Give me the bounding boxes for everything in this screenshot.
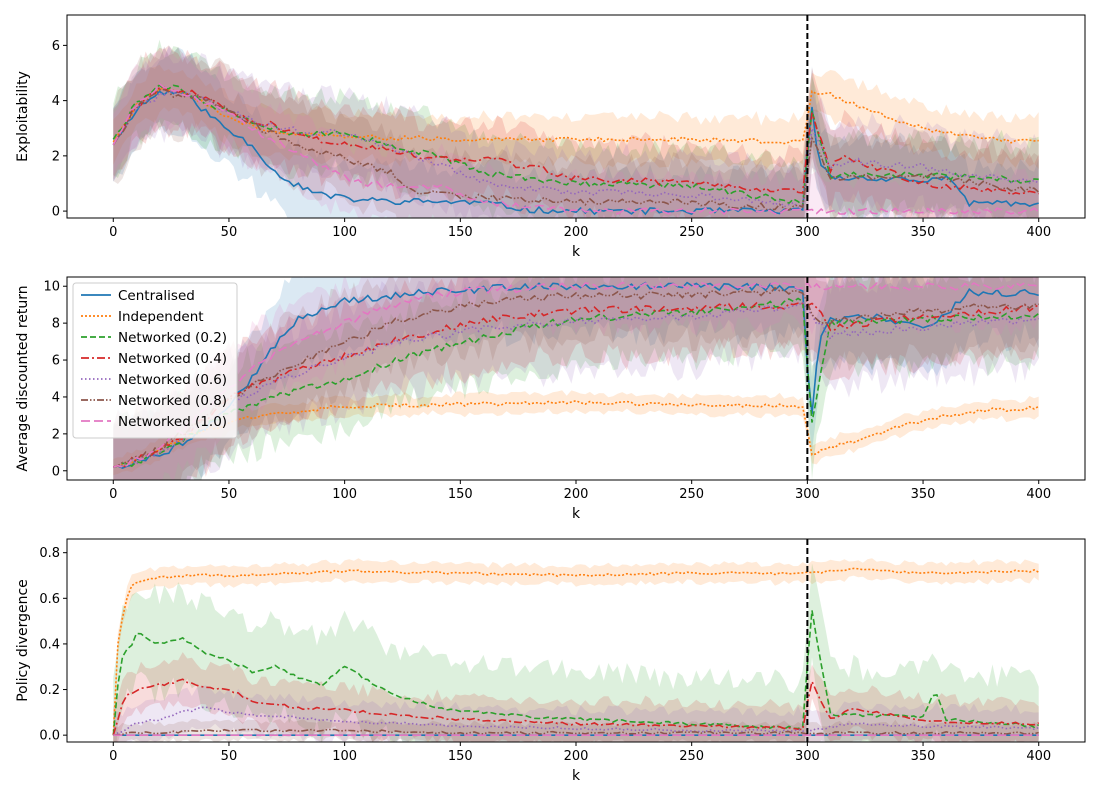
x-tick-label: 300 [795,749,820,764]
legend-label-independent: Independent [118,309,204,325]
plot-area-return [113,277,1040,480]
x-axis-label: k [572,244,581,260]
y-tick-label: 4 [52,390,60,405]
y-axis-label: Average discounted return [15,285,31,471]
y-tick-label: 0 [52,205,60,220]
x-tick-label: 350 [911,487,936,502]
y-tick-label: 0.8 [39,546,60,561]
legend-label-networked-0-4: Networked (0.4) [118,351,227,367]
series-line-networked-1-0 [112,82,1040,216]
band-networked-1-0 [113,277,1039,480]
y-tick-label: 2 [52,427,60,442]
x-tick-label: 200 [564,225,589,240]
x-tick-label: 250 [679,225,704,240]
x-tick-label: 300 [795,487,820,502]
legend: Centralised Independent Networked (0.2) Net… [72,282,238,439]
series-line-independent [113,399,1040,468]
y-axis-label: Policy divergence [15,579,31,702]
series-line-independent [112,87,1039,145]
series-line-networked-0-2 [113,297,1040,468]
y-tick-label: 0.0 [39,729,60,744]
series-line-networked-0-8 [112,88,1040,211]
series-line-networked-0-4 [113,301,1040,469]
x-tick-label: 200 [564,487,589,502]
series-line-networked-1-0 [113,281,1039,469]
x-tick-label: 100 [332,225,357,240]
x-tick-label: 350 [911,749,936,764]
x-tick-label: 200 [564,749,589,764]
x-tick-label: 0 [109,225,117,240]
x-tick-label: 400 [1026,487,1051,502]
y-tick-label: 0 [52,464,60,479]
y-tick-label: 0.4 [39,637,60,652]
panel-divergence: 0 50 100 150 200 250 300 350 400 0.0 0.2 0.4 0.6 0.8 k… [15,538,1086,784]
y-tick-label: 0.6 [39,592,60,607]
band-independent [113,64,1039,171]
x-tick-label: 250 [679,749,704,764]
series-line-networked-0-4 [112,678,1040,736]
band-independent [113,558,1039,742]
series-line-centralised [112,89,1039,216]
x-tick-label: 50 [221,487,238,502]
x-tick-label: 100 [332,487,357,502]
y-tick-label: 6 [52,39,60,54]
series-line-networked-0-8 [113,286,1039,468]
x-tick-label: 300 [795,225,820,240]
series-line-networked-0-6 [113,301,1039,468]
legend-label-networked-0-2: Networked (0.2) [118,330,227,346]
band-networked-0-6 [113,685,1039,742]
x-tick-label: 50 [221,749,238,764]
x-tick-label: 350 [911,225,936,240]
x-tick-label: 250 [679,487,704,502]
y-tick-label: 4 [52,94,60,109]
x-tick-label: 150 [448,487,473,502]
legend-label-networked-0-6: Networked (0.6) [118,372,227,388]
legend-label-centralised: Centralised [118,288,195,304]
x-tick-label: 100 [332,749,357,764]
series-line-networked-0-6 [112,90,1040,209]
series-line-networked-0-2 [112,84,1039,207]
x-tick-label: 50 [221,225,238,240]
x-tick-label: 400 [1026,225,1051,240]
x-tick-label: 400 [1026,749,1051,764]
y-tick-label: 10 [43,280,60,295]
y-tick-label: 8 [52,317,60,332]
y-axis-label: Exploitability [15,71,31,162]
legend-label-networked-1-0: Networked (1.0) [118,414,227,430]
x-tick-label: 150 [448,749,473,764]
series-line-independent [112,567,1040,736]
panel-return: 0 50 100 150 200 250 300 350 400 0 2 4 6 8 10 k Average … [15,276,1086,522]
legend-label-networked-0-8: Networked (0.8) [118,393,227,409]
y-tick-label: 2 [52,149,60,164]
series-line-networked-0-2 [112,610,1040,736]
x-axis-label: k [572,506,581,522]
panel-exploitability: 0 50 100 150 200 250 300 350 400 0 2 4 6 k Exploitabil… [15,14,1086,260]
series-line-networked-0-4 [112,86,1039,196]
band-independent [113,390,1039,476]
series-line-networked-0-8 [113,728,1039,736]
x-tick-label: 0 [109,749,117,764]
legend-box [72,282,238,439]
x-tick-label: 150 [448,225,473,240]
x-tick-label: 0 [109,487,117,502]
y-tick-label: 6 [52,354,60,369]
y-tick-label: 0.2 [39,683,60,698]
x-axis-label: k [572,768,581,784]
